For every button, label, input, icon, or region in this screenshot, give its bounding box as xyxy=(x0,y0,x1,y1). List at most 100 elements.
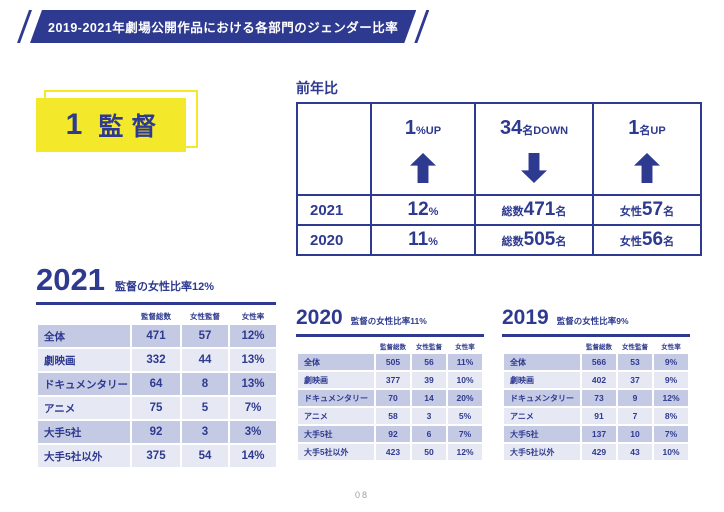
row-label: ドキュメンタリー xyxy=(504,390,580,406)
page-title: 2019-2021年劇場公開作品における各部門のジェンダー比率 xyxy=(30,10,416,43)
cell-total: 505 xyxy=(376,354,410,370)
cell-total: 375 xyxy=(132,445,180,467)
page-number: 08 xyxy=(354,490,369,500)
column-header: 女性監督 xyxy=(190,312,220,321)
table-row: 劇映画 332 44 13% xyxy=(38,349,276,371)
yoy-change-female-cell: 1名UP xyxy=(592,102,702,196)
cell-female: 9 xyxy=(618,390,652,406)
stats-year: 2021 xyxy=(36,262,105,297)
title-banner: 2019-2021年劇場公開作品における各部門のジェンダー比率 xyxy=(30,10,416,43)
row-label: 大手5社 xyxy=(38,421,130,443)
cell-rate: 10% xyxy=(654,444,688,460)
change-total-text: 34名DOWN xyxy=(499,117,569,139)
cell-rate: 12% xyxy=(448,444,482,460)
cell-rate: 10% xyxy=(448,372,482,388)
cell-rate: 7% xyxy=(654,426,688,442)
column-header: 女性率 xyxy=(241,312,265,321)
row-label: アニメ xyxy=(298,408,374,424)
change-female-text: 1名UP xyxy=(628,117,666,139)
stats-2019: 2019 監督の女性比率9% 監督総数 女性監督 女性率 全体 566 53 9% 劇… xyxy=(502,306,690,462)
row-label: 大手5社 xyxy=(298,426,374,442)
column-header: 女性監督 xyxy=(416,344,442,351)
stats-table: 監督総数 女性監督 女性率 全体 471 57 12% 劇映画 332 44 13% ドキュ… xyxy=(36,307,278,469)
column-header-row: 監督総数 女性監督 女性率 xyxy=(38,309,276,323)
cell-total: 137 xyxy=(582,426,616,442)
cell-total: 58 xyxy=(376,408,410,424)
cell-total: 64 xyxy=(132,373,180,395)
cell-rate: 5% xyxy=(448,408,482,424)
cell-female: 54 xyxy=(182,445,228,467)
table-row: 全体 566 53 9% xyxy=(504,354,688,370)
row-label: 大手5社以外 xyxy=(38,445,130,467)
stats-year: 2020 xyxy=(296,306,343,329)
table-row: ドキュメンタリー 64 8 13% xyxy=(38,373,276,395)
table-row: ドキュメンタリー 73 9 12% xyxy=(504,390,688,406)
yoy-row-2020: 2020 11% 総数505名 女性56名 xyxy=(296,224,702,256)
arrow-up-icon xyxy=(410,153,436,183)
cell-rate: 13% xyxy=(230,373,276,395)
yoy-total-cell: 総数505名 xyxy=(474,224,594,256)
table-row: 大手5社以外 375 54 14% xyxy=(38,445,276,467)
yoy-change-rate-cell: 1%UP xyxy=(370,102,476,196)
row-label: 全体 xyxy=(38,325,130,347)
row-label: アニメ xyxy=(38,397,130,419)
cell-female: 14 xyxy=(412,390,446,406)
cell-rate: 12% xyxy=(654,390,688,406)
yoy-change-total-cell: 34名DOWN xyxy=(474,102,594,196)
yoy-female-cell: 女性57名 xyxy=(592,194,702,226)
cell-female: 44 xyxy=(182,349,228,371)
stats-subtitle: 監督の女性比率12% xyxy=(114,281,214,293)
yoy-table: 1%UP 34名DOWN 1名UP 2021 12% 総数471名 女性57名 … xyxy=(296,102,702,256)
cell-female: 53 xyxy=(618,354,652,370)
row-label: アニメ xyxy=(504,408,580,424)
stats-table: 監督総数 女性監督 女性率 全体 505 56 11% 劇映画 377 39 10% ドキュ… xyxy=(296,339,484,462)
table-row: アニメ 91 7 8% xyxy=(504,408,688,424)
cell-female: 50 xyxy=(412,444,446,460)
cell-total: 402 xyxy=(582,372,616,388)
table-row: 劇映画 377 39 10% xyxy=(298,372,482,388)
table-row: アニメ 58 3 5% xyxy=(298,408,482,424)
cell-rate: 14% xyxy=(230,445,276,467)
column-header: 女性率 xyxy=(455,344,475,351)
stats-2020-heading: 2020 監督の女性比率11% xyxy=(296,306,484,337)
cell-total: 377 xyxy=(376,372,410,388)
stats-2020: 2020 監督の女性比率11% 監督総数 女性監督 女性率 全体 505 56 11%… xyxy=(296,306,484,462)
cell-rate: 7% xyxy=(230,397,276,419)
column-header: 監督総数 xyxy=(380,344,406,351)
row-label: 大手5社以外 xyxy=(504,444,580,460)
row-label: ドキュメンタリー xyxy=(298,390,374,406)
cell-female: 10 xyxy=(618,426,652,442)
yoy-header-row: 1%UP 34名DOWN 1名UP xyxy=(296,102,702,196)
column-header: 女性率 xyxy=(661,344,681,351)
row-label: 劇映画 xyxy=(298,372,374,388)
cell-female: 7 xyxy=(618,408,652,424)
yoy-female-cell: 女性56名 xyxy=(592,224,702,256)
cell-total: 70 xyxy=(376,390,410,406)
arrow-down-icon xyxy=(521,153,547,183)
cell-total: 471 xyxy=(132,325,180,347)
table-row: 大手5社以外 423 50 12% xyxy=(298,444,482,460)
yoy-year-label: 2020 xyxy=(296,224,372,256)
cell-female: 39 xyxy=(412,372,446,388)
cell-total: 75 xyxy=(132,397,180,419)
column-header-blank xyxy=(38,309,130,323)
yoy-row-2021: 2021 12% 総数471名 女性57名 xyxy=(296,194,702,226)
cell-total: 429 xyxy=(582,444,616,460)
section-badge: 1 監督 xyxy=(36,90,198,152)
table-row: 大手5社 137 10 7% xyxy=(504,426,688,442)
yoy-rate-cell: 12% xyxy=(370,194,476,226)
row-label: 全体 xyxy=(298,354,374,370)
cell-total: 73 xyxy=(582,390,616,406)
row-label: 大手5社 xyxy=(504,426,580,442)
table-row: 大手5社以外 429 43 10% xyxy=(504,444,688,460)
cell-total: 423 xyxy=(376,444,410,460)
cell-female: 57 xyxy=(182,325,228,347)
stats-table: 監督総数 女性監督 女性率 全体 566 53 9% 劇映画 402 37 9% ドキュメン… xyxy=(502,339,690,462)
table-row: 大手5社 92 3 3% xyxy=(38,421,276,443)
row-label: 全体 xyxy=(504,354,580,370)
cell-total: 92 xyxy=(132,421,180,443)
column-header: 監督総数 xyxy=(586,344,612,351)
section-title: 監督 xyxy=(98,113,165,141)
column-header: 監督総数 xyxy=(141,312,171,321)
column-header-blank xyxy=(298,341,374,352)
